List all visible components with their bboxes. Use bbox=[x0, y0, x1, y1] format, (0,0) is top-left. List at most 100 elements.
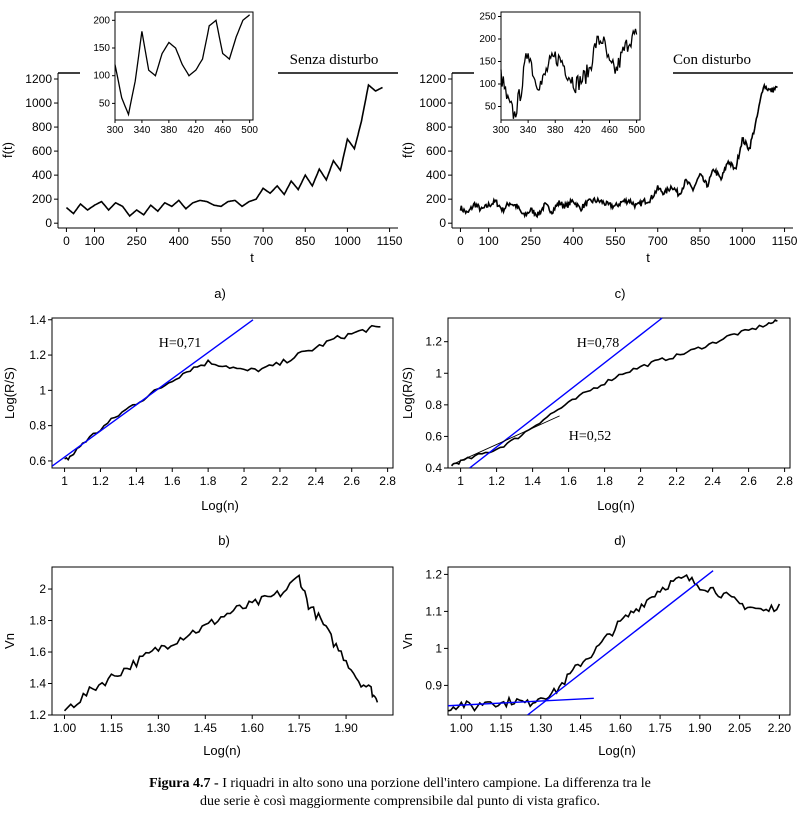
x-tick-label: 1.45 bbox=[569, 721, 593, 735]
series-line bbox=[63, 573, 379, 712]
x-tick-label: 1.6 bbox=[560, 474, 577, 488]
x-tick-label: 2 bbox=[241, 474, 248, 488]
x-tick-label: 1.00 bbox=[53, 721, 77, 735]
inset-x-tick-label: 340 bbox=[134, 125, 151, 136]
caption-label: Figura 4.7 - bbox=[149, 776, 219, 791]
x-axis-label: Log(n) bbox=[598, 743, 636, 758]
x-tick-label: 1.15 bbox=[489, 721, 513, 735]
x-tick-label: 1.8 bbox=[200, 474, 217, 488]
figure-canvas: 0 100 250 400 550 700 850 1000 11500200400600800… bbox=[0, 11, 798, 758]
chart-panel-a: 0 100 250 400 550 700 850 1000 1150 0 200 400 600 800… bbox=[0, 11, 403, 301]
y-tick-label: 0.8 bbox=[425, 398, 442, 412]
x-tick-label: 1.30 bbox=[147, 721, 171, 735]
inset-x-tick-label: 340 bbox=[520, 125, 537, 136]
y-tick-label: 0.9 bbox=[425, 678, 442, 692]
y-axis-label: Log(R/S) bbox=[2, 367, 17, 419]
inset-y-tick-label: 150 bbox=[93, 43, 110, 54]
figure-caption-line-2: due serie è così maggiormente comprensib… bbox=[0, 793, 800, 811]
panel-label: a) bbox=[214, 286, 226, 301]
fit-line bbox=[527, 570, 714, 715]
y-tick-label: 0 bbox=[439, 216, 446, 230]
x-tick-label: 100 bbox=[479, 234, 499, 248]
x-tick-label: 400 bbox=[563, 234, 583, 248]
x-tick-label: 2.20 bbox=[768, 721, 792, 735]
x-tick-label: 2.6 bbox=[740, 474, 757, 488]
x-tick-label: 2.8 bbox=[776, 474, 793, 488]
panel-label: d) bbox=[614, 533, 626, 548]
x-tick-label: 1000 bbox=[729, 234, 756, 248]
y-tick-label: 1 bbox=[435, 641, 442, 655]
x-tick-label: 2.8 bbox=[379, 474, 396, 488]
y-tick-label: 800 bbox=[32, 120, 52, 134]
inset-y-tick-label: 200 bbox=[479, 34, 496, 45]
x-tick-label: 550 bbox=[605, 234, 625, 248]
x-tick-label: 1.75 bbox=[287, 721, 311, 735]
inset-y-tick-label: 150 bbox=[479, 57, 496, 68]
x-tick-label: 1.00 bbox=[450, 721, 474, 735]
y-tick-label: 0.4 bbox=[425, 461, 442, 475]
x-tick-label: 1.60 bbox=[241, 721, 265, 735]
y-tick-label: 1.2 bbox=[425, 567, 442, 581]
y-axis-label: f(t) bbox=[400, 142, 415, 158]
plot-frame bbox=[447, 317, 791, 469]
x-tick-label: 400 bbox=[169, 234, 189, 248]
inset-chart: 300 340 380 420 460 500 50 100 150 200 bbox=[93, 11, 258, 136]
inset-y-tick-label: 100 bbox=[479, 79, 496, 90]
chart-panel-f: 1.00 1.15 1.30 1.45 1.60 1.75 1.90 2.05 2.20 0.9 1… bbox=[400, 566, 792, 758]
series-line bbox=[64, 324, 381, 462]
inset-series-line bbox=[114, 14, 251, 117]
inset-x-tick-label: 500 bbox=[628, 125, 645, 136]
x-tick-label: 1.75 bbox=[648, 721, 672, 735]
x-tick-label: 850 bbox=[690, 234, 710, 248]
fit-line bbox=[52, 319, 254, 467]
inset-x-tick-label: 460 bbox=[601, 125, 618, 136]
fit-line bbox=[469, 317, 663, 468]
panel-label: c) bbox=[615, 286, 626, 301]
x-tick-label: 1.4 bbox=[128, 474, 145, 488]
caption-line-1: I riquadri in alto sono una porzione del… bbox=[218, 776, 651, 791]
chart-panel-d: 1 1.2 1.4 1.6 1.8 2 2.2 2.4 2.6 2.8 0.4 0.6 0.8 1 1.2 L… bbox=[400, 317, 793, 548]
y-tick-label: 1.2 bbox=[29, 708, 46, 722]
inset-x-tick-label: 500 bbox=[241, 125, 258, 136]
x-tick-label: 1.15 bbox=[100, 721, 124, 735]
x-tick-label: 1.90 bbox=[334, 721, 358, 735]
inset-y-tick-label: 50 bbox=[485, 102, 497, 113]
hurst-label: H=0,52 bbox=[569, 429, 612, 444]
inset-y-tick-label: 200 bbox=[93, 15, 110, 26]
panel-annotation: Con disturbo bbox=[673, 52, 751, 68]
plot-frame bbox=[51, 317, 394, 469]
y-tick-label: 1.2 bbox=[29, 348, 46, 362]
plot-frame bbox=[447, 566, 791, 716]
y-axis-label: Vn bbox=[2, 633, 17, 649]
y-tick-label: 1.4 bbox=[29, 313, 46, 327]
x-tick-label: 1.2 bbox=[92, 474, 109, 488]
caption-line-2: due serie è così maggiormente comprensib… bbox=[199, 794, 601, 809]
x-tick-label: 1150 bbox=[772, 234, 798, 248]
inset-x-tick-label: 300 bbox=[493, 125, 510, 136]
x-axis-label: Log(n) bbox=[597, 498, 635, 513]
fit-line bbox=[448, 697, 594, 707]
x-axis-label: t bbox=[646, 250, 650, 265]
x-tick-label: 700 bbox=[253, 234, 273, 248]
x-tick-label: 250 bbox=[521, 234, 541, 248]
panel-annotation: Senza disturbo bbox=[290, 52, 379, 68]
x-tick-label: 2.4 bbox=[307, 474, 324, 488]
x-tick-label: 1.60 bbox=[609, 721, 633, 735]
x-tick-label: 2 bbox=[637, 474, 644, 488]
y-tick-label: 1.6 bbox=[29, 645, 46, 659]
inset-series-line bbox=[500, 28, 638, 119]
y-tick-label: 0.6 bbox=[29, 454, 46, 468]
inset-x-tick-label: 420 bbox=[187, 125, 204, 136]
x-tick-label: 2.6 bbox=[343, 474, 360, 488]
x-tick-label: 0 bbox=[63, 234, 70, 248]
inset-x-tick-label: 380 bbox=[547, 125, 564, 136]
y-tick-label: 0.8 bbox=[29, 419, 46, 433]
series-line bbox=[448, 573, 781, 713]
hurst-label: H=0,78 bbox=[577, 336, 620, 351]
x-axis-label: t bbox=[250, 250, 254, 265]
series-line bbox=[65, 83, 383, 218]
series-line bbox=[459, 82, 778, 219]
x-tick-label: 850 bbox=[295, 234, 315, 248]
x-tick-label: 2.2 bbox=[668, 474, 685, 488]
y-axis-label: Log(R/S) bbox=[400, 367, 415, 419]
